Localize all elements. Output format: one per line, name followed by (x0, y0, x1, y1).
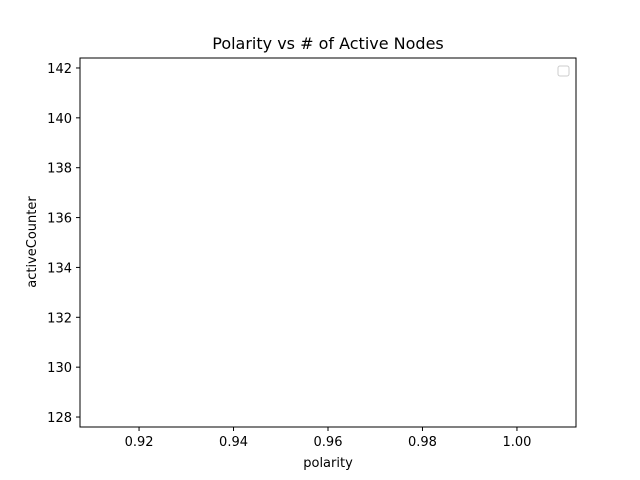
x-axis-label: polarity (303, 456, 353, 471)
y-tick-label: 140 (47, 112, 72, 127)
y-tick-label: 134 (47, 261, 72, 276)
legend-box (557, 65, 570, 77)
plot-area (80, 58, 576, 427)
y-tick-label: 128 (47, 411, 72, 426)
x-tick-label: 0.96 (314, 435, 343, 450)
y-tick-label: 136 (47, 212, 72, 227)
x-tick-label: 1.00 (502, 435, 531, 450)
y-tick-label: 142 (47, 62, 72, 77)
y-tick-label: 138 (47, 162, 72, 177)
plot-frame (79, 57, 577, 428)
y-tick-label: 130 (47, 361, 72, 376)
x-tick-label: 0.98 (408, 435, 437, 450)
y-axis-ticks: 128 130 132 134 136 138 140 142 (47, 62, 80, 426)
x-tick-label: 0.92 (125, 435, 154, 450)
y-tick-label: 132 (47, 311, 72, 326)
x-tick-label: 0.94 (219, 435, 248, 450)
y-axis-label: activeCounter (25, 196, 40, 288)
chart-title: Polarity vs # of Active Nodes (212, 34, 444, 53)
x-axis-ticks: 0.92 0.94 0.96 0.98 1.00 (125, 427, 531, 450)
